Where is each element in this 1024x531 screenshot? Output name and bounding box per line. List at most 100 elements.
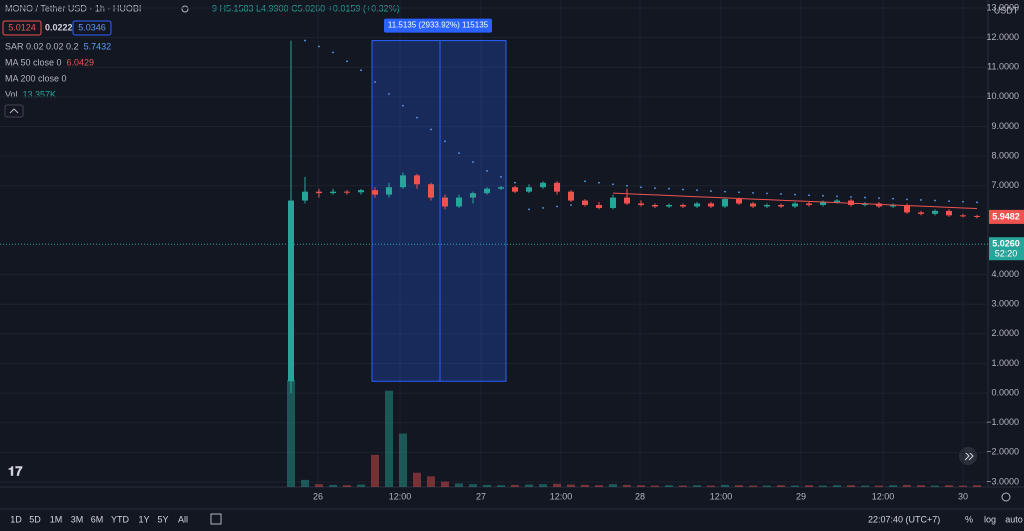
candle-body (358, 190, 364, 193)
date-range-icon[interactable] (210, 513, 222, 525)
volume-bar (637, 485, 645, 487)
volume-bar (427, 476, 435, 487)
sar-dot (794, 193, 796, 196)
range-button[interactable]: 1D (10, 514, 22, 524)
volume-bar (413, 472, 421, 487)
sar-dot (360, 69, 362, 72)
settings-icon[interactable] (1001, 492, 1011, 502)
scale-option[interactable]: % (965, 514, 973, 524)
range-button[interactable]: 1M (50, 514, 63, 524)
candle-body (512, 187, 518, 192)
sar-dot (948, 200, 950, 203)
measure-box (371, 40, 507, 382)
candle-body (890, 204, 896, 207)
volume-bar (623, 484, 631, 487)
sar-dot (430, 128, 432, 131)
ma-price-tag (989, 209, 1024, 224)
volume-bar (385, 390, 393, 487)
sar-dot (304, 39, 306, 42)
candle-body (554, 182, 560, 192)
collapse-button[interactable] (4, 104, 24, 118)
y-tick-label: 10.0000 (986, 91, 1019, 101)
candle-body (652, 204, 658, 207)
sar-dot (528, 208, 530, 211)
y-tick-label: 2.0000 (991, 328, 1019, 338)
volume-bar (721, 484, 729, 487)
candle-body (428, 184, 434, 198)
sar-dot (444, 140, 446, 143)
x-tick-label: 12:00 (550, 491, 573, 501)
candle-body (526, 187, 532, 192)
eye-icon[interactable] (181, 5, 189, 13)
measure-label-bg (384, 18, 492, 33)
y-tick-label: 11.0000 (987, 62, 1019, 72)
sar-dot (668, 187, 670, 190)
scroll-button[interactable] (959, 447, 977, 465)
indicator-value: 6.0429 (67, 57, 95, 67)
candle-body (638, 203, 644, 205)
sar-dot (654, 187, 656, 190)
volume-bar (707, 485, 715, 487)
volume-bar (875, 485, 883, 487)
volume-bar (889, 485, 897, 487)
volume-bar (441, 481, 449, 487)
y-tick-label: 4.0000 (991, 269, 1019, 279)
sar-dot (738, 191, 740, 194)
countdown: 52:20 (995, 249, 1018, 259)
scale-option[interactable]: auto (1005, 514, 1023, 524)
range-button[interactable]: 1Y (138, 514, 149, 524)
sar-dot (850, 196, 852, 198)
sar-dot (780, 193, 782, 195)
volume-bar (791, 485, 799, 487)
candle-body (792, 203, 798, 207)
volume-bar (497, 485, 505, 487)
sar-dot (752, 191, 754, 194)
sar-dot (640, 186, 642, 189)
volume-bar (483, 484, 491, 487)
volume-bar (301, 479, 309, 487)
x-tick-label: 12:00 (389, 491, 412, 501)
candle-body (498, 187, 504, 189)
range-button[interactable]: 5D (29, 514, 41, 524)
sar-dot (584, 180, 586, 183)
sar-dot (920, 199, 922, 201)
sar-dot (542, 207, 544, 209)
candle-body (442, 197, 448, 207)
ask-box[interactable] (72, 20, 112, 36)
sar-dot (556, 205, 558, 208)
volume-bar (833, 485, 841, 487)
sar-dot (570, 204, 572, 206)
scroll-icon (964, 451, 974, 461)
candle-body (680, 204, 686, 207)
candle-body (820, 202, 826, 205)
y-tick-label: 9.0000 (991, 121, 1019, 131)
range-button[interactable]: 6M (91, 514, 104, 524)
sar-dot (388, 93, 390, 95)
range-button[interactable]: All (178, 514, 188, 524)
candle-body (806, 203, 812, 205)
candle-body (932, 210, 938, 214)
candle-body (764, 204, 770, 207)
range-button[interactable]: 5Y (157, 514, 168, 524)
bid-box[interactable] (2, 20, 42, 36)
candle-body (904, 204, 910, 213)
sar-dot (598, 181, 600, 184)
range-button[interactable]: YTD (111, 514, 130, 524)
sar-dot (332, 51, 334, 54)
y-tick-label: 12.0000 (986, 32, 1019, 42)
sar-dot (766, 192, 768, 195)
indicator-value: 5.7432 (84, 41, 112, 51)
volume-bar (357, 484, 365, 487)
volume-bar (959, 485, 967, 487)
sar-dot (710, 190, 712, 192)
sar-dot (472, 161, 474, 163)
x-tick-label: 12:00 (872, 491, 895, 501)
candle-body (778, 204, 784, 207)
range-button[interactable]: 3M (71, 514, 84, 524)
candle-body (736, 199, 742, 204)
scale-option[interactable]: log (984, 514, 996, 524)
volume-bar (945, 485, 953, 487)
sar-dot (934, 199, 936, 202)
volume-bar (805, 485, 813, 487)
